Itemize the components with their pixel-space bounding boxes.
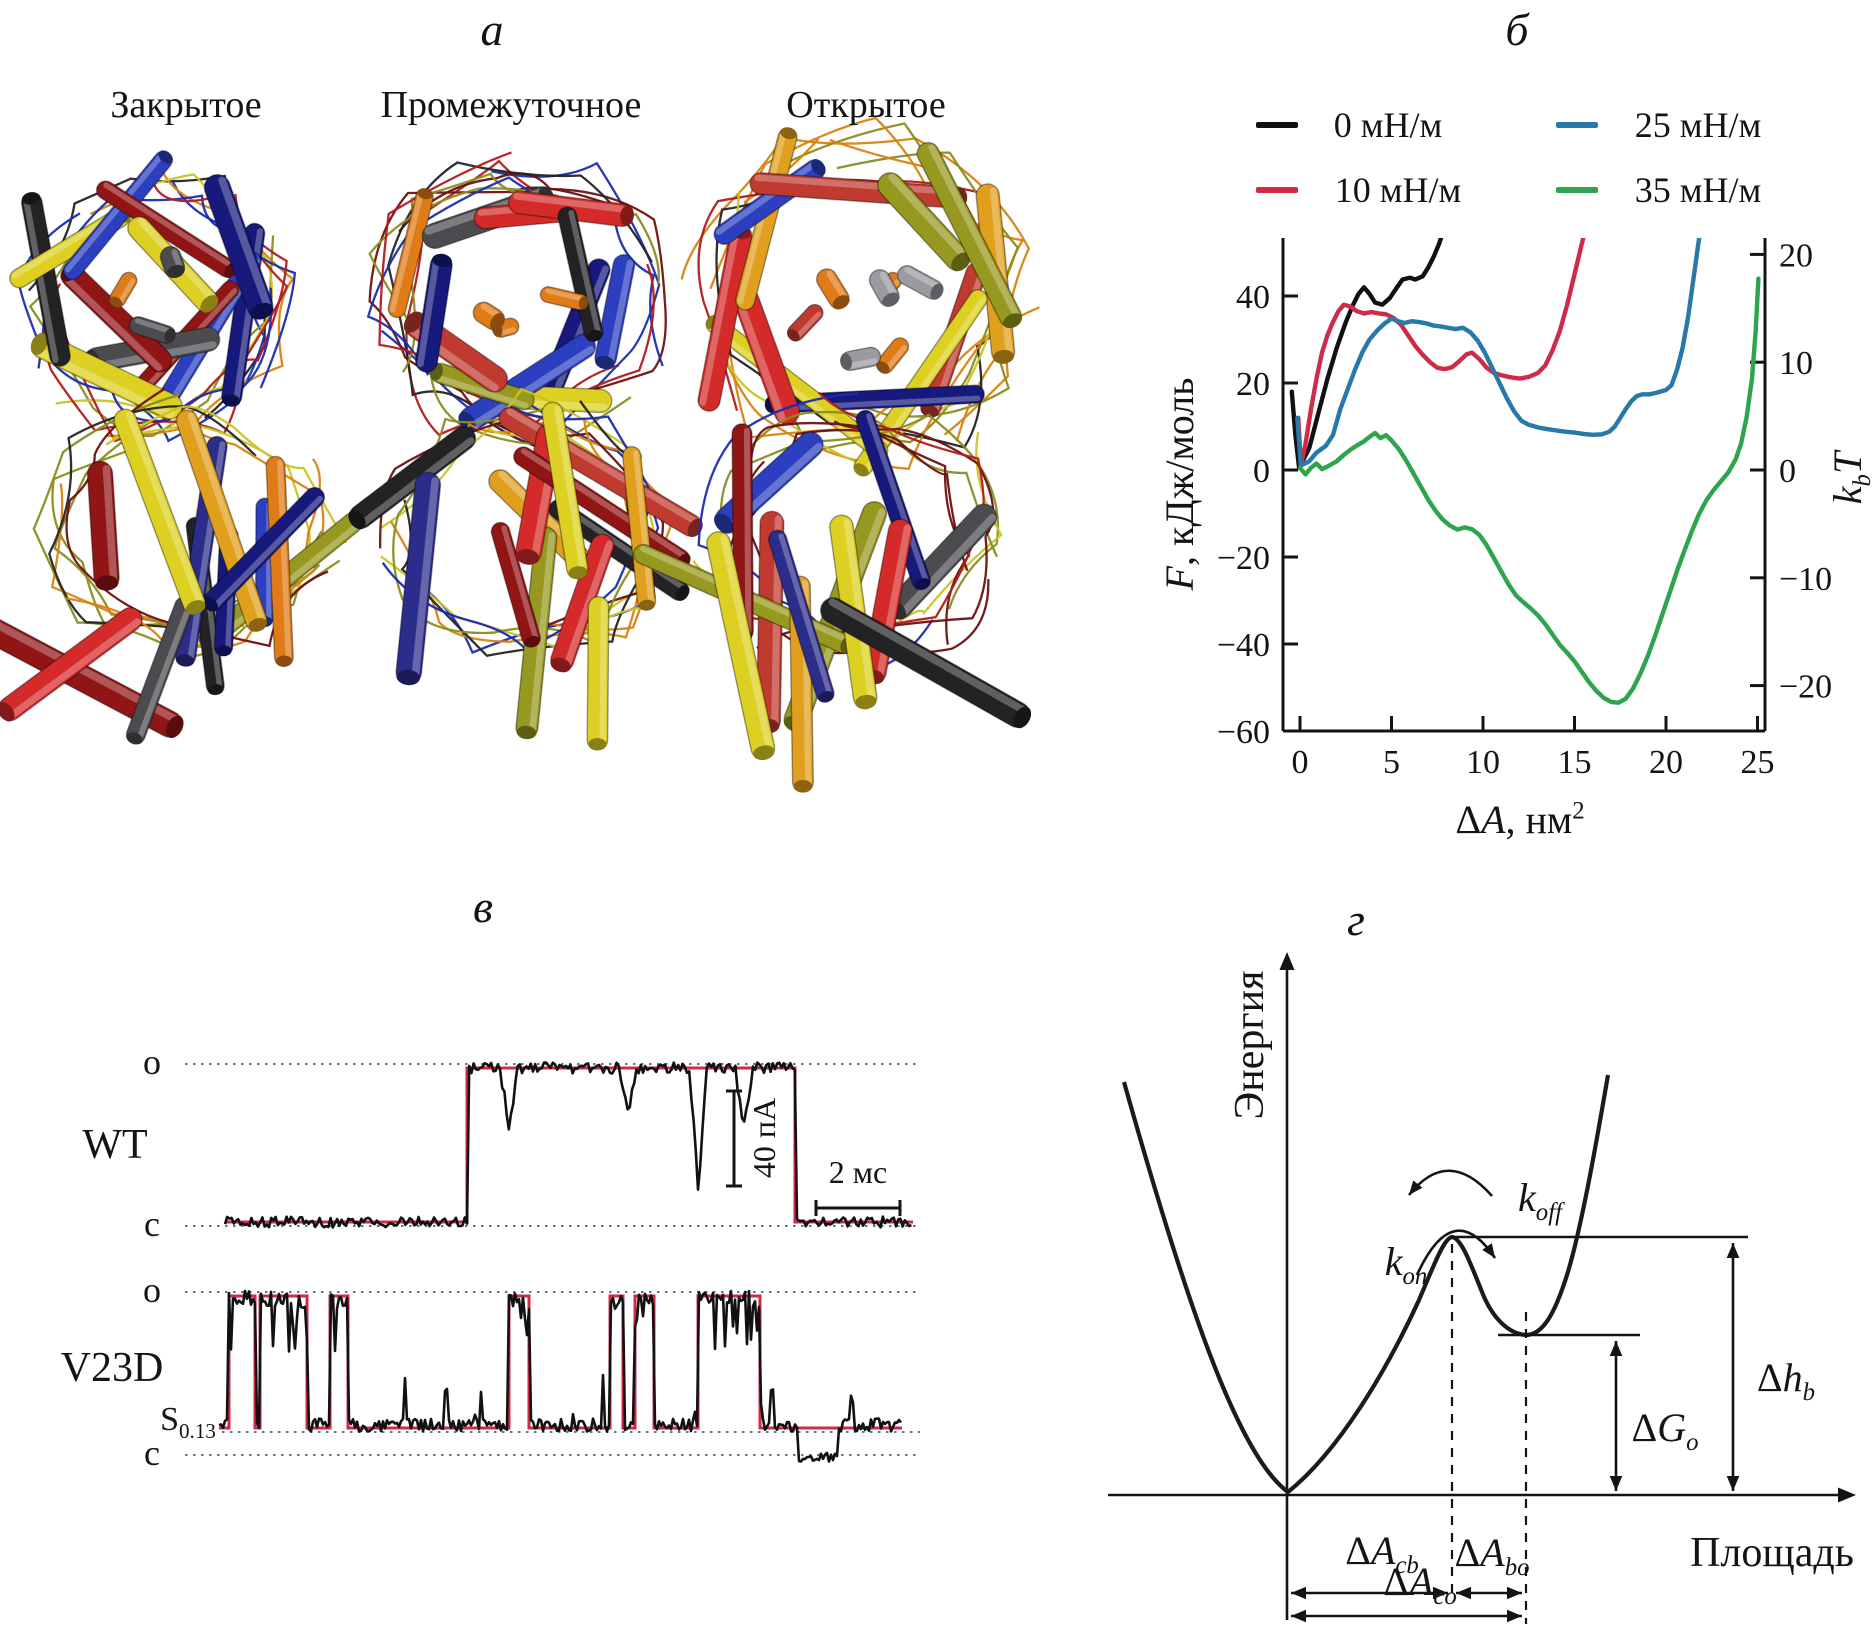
protein-structure-closed-top	[9, 150, 297, 443]
delta-a-cb-label: ΔAcb	[1345, 1528, 1419, 1579]
v23d-trace	[218, 1289, 903, 1463]
level-subconductance: S0.13	[160, 1401, 216, 1443]
scalebar-current-label: 40 пА	[746, 1097, 782, 1179]
y-tick-left: −20	[1217, 540, 1270, 577]
y-tick-right: 10	[1779, 345, 1813, 382]
chart-ylabel-left: F, кДж/моль	[1157, 377, 1202, 591]
protein-structure-closed-side	[0, 387, 364, 745]
k-on-label: kon	[1384, 1239, 1428, 1290]
y-tick-left: −60	[1217, 714, 1270, 751]
y-tick-right: −10	[1779, 561, 1832, 598]
state-label-open: Открытое	[786, 84, 946, 126]
k-off-label: koff	[1518, 1175, 1562, 1226]
level-open-wt: o	[143, 1042, 161, 1082]
y-tick-left: 0	[1253, 453, 1270, 490]
trace-name-v23d: V23D	[60, 1345, 164, 1391]
legend-label-0: 0 мН/м	[1333, 105, 1443, 145]
x-tick: 10	[1466, 744, 1500, 781]
protein-structure-intermediate-side	[348, 387, 703, 751]
energy-curve	[1121, 1074, 1611, 1495]
x-tick: 15	[1558, 744, 1592, 781]
x-tick: 25	[1741, 744, 1775, 781]
trace-name-wt: WT	[82, 1122, 148, 1168]
x-tick: 5	[1383, 744, 1400, 781]
k-on-arrow	[1415, 1229, 1497, 1276]
single-channel-traces	[185, 1061, 920, 1463]
legend-label-2: 25 мН/м	[1634, 105, 1762, 145]
wt-fit	[225, 1066, 913, 1224]
y-tick-right: 0	[1779, 453, 1796, 490]
y-tick-right: 20	[1779, 237, 1813, 274]
x-tick: 20	[1649, 744, 1683, 781]
y-tick-left: 20	[1236, 366, 1270, 403]
panel-v-label: в	[473, 881, 493, 932]
delta-a-co-label: ΔAco	[1383, 1559, 1457, 1610]
delta-h-label: Δhb	[1756, 1355, 1816, 1406]
legend-swatch-2	[1556, 122, 1598, 128]
y-tick-right: −20	[1779, 669, 1832, 706]
y-tick-left: 40	[1236, 279, 1270, 316]
area-axis-label: Площадь	[1690, 1530, 1854, 1576]
legend-label-1: 10 мН/м	[1334, 170, 1462, 210]
curve-3-35mNm	[1297, 276, 1761, 705]
state-label-intermediate: Промежуточное	[380, 84, 642, 126]
level-open-v23d: o	[143, 1270, 161, 1310]
chart-ylabel-right: kbT	[1825, 451, 1873, 505]
delta-g-label: ΔGo	[1631, 1405, 1699, 1456]
protein-structure-open-side	[632, 391, 1032, 793]
curve-2-25mNm	[1295, 238, 1702, 468]
chart-xlabel: ΔA, нм2	[1455, 797, 1585, 842]
curve-0-0mNm	[1289, 238, 1444, 470]
level-closed-wt: c	[144, 1204, 160, 1244]
k-off-arrow	[1407, 1169, 1493, 1197]
panel-g-label: г	[1347, 894, 1365, 945]
energy-area-chart: 40 20 0 −20 −40 −60 20 10 0 −10 −20 0 5 10 15 20 25	[1217, 237, 1832, 781]
y-tick-left: −40	[1217, 627, 1270, 664]
v23d-fit	[219, 1294, 902, 1430]
legend-swatch-1	[1256, 187, 1298, 193]
legend-swatch-3	[1556, 187, 1598, 193]
curve-1-10mNm	[1295, 238, 1586, 468]
energy-landscape-diagram	[1108, 952, 1856, 1624]
protein-structure-intermediate-top	[366, 151, 667, 454]
legend-label-3: 35 мН/м	[1634, 170, 1762, 210]
level-closed-v23d: c	[144, 1433, 160, 1473]
panel-b-label: б	[1505, 4, 1529, 55]
x-tick: 0	[1292, 744, 1309, 781]
delta-a-bo-label: ΔAbo	[1454, 1530, 1530, 1581]
legend-swatch-0	[1256, 122, 1298, 128]
panel-a-label: а	[480, 4, 504, 55]
state-label-closed: Закрытое	[110, 84, 262, 126]
wt-trace	[223, 1061, 912, 1229]
scalebar-time-label: 2 мс	[828, 1154, 888, 1190]
energy-axis-label: Энергия	[1227, 970, 1273, 1120]
